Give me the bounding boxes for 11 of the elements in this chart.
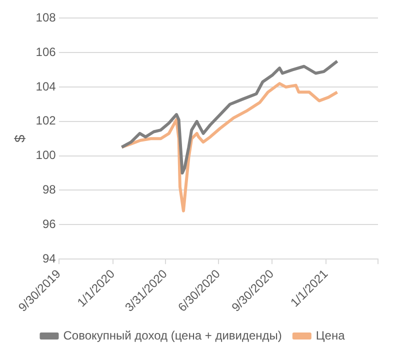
y-tick-label: 100 bbox=[36, 148, 56, 162]
y-tick-label: 102 bbox=[36, 114, 56, 128]
y-tick-label: 94 bbox=[42, 251, 56, 266]
y-axis-title: $ bbox=[11, 134, 28, 143]
y-tick-label: 108 bbox=[36, 10, 56, 25]
y-tick-label: 104 bbox=[36, 79, 56, 94]
y-tick-label: 98 bbox=[42, 182, 56, 197]
legend-label: Цена bbox=[316, 328, 346, 342]
legend-label: Совокупный доход (цена + дивиденды) bbox=[63, 328, 282, 342]
y-tick-label: 96 bbox=[42, 216, 56, 231]
y-tick-label: 106 bbox=[36, 44, 56, 59]
